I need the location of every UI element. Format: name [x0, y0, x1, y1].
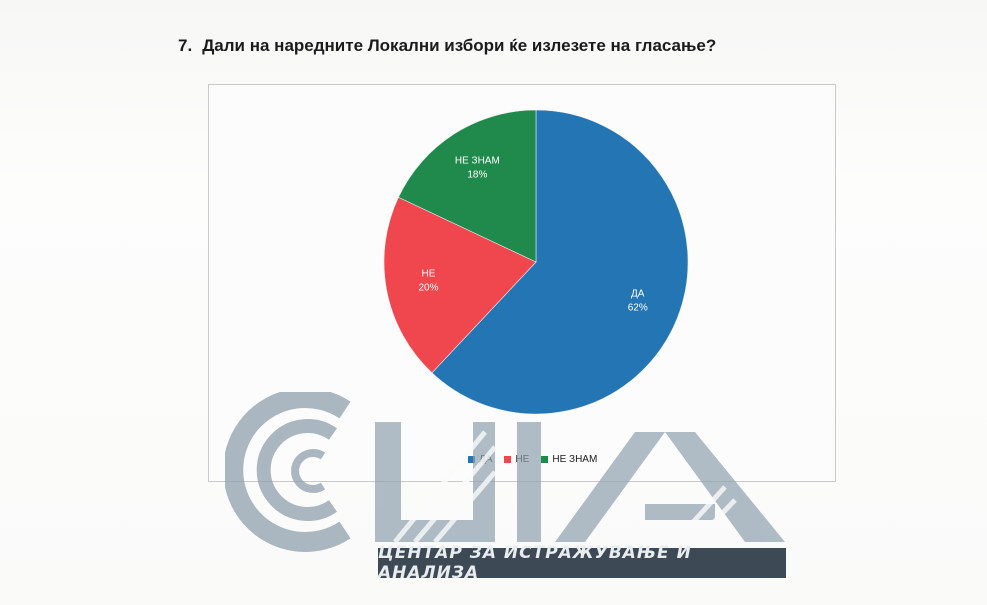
question-number: 7. [178, 36, 193, 55]
logo-tagline-band: ЦЕНТАР ЗА ИСТРАЖУВАЊЕ И АНАЛИЗА [378, 543, 786, 583]
slice-category-label-ne-znam: НЕ ЗНАМ [455, 156, 500, 167]
slice-category-label-da: ДА [631, 288, 645, 299]
slice-category-label-ne: НЕ [422, 269, 436, 280]
question-text: Дали на наредните Локални избори ќе изле… [202, 36, 717, 55]
legend-swatch-da [468, 456, 475, 463]
pie-slices [383, 109, 689, 415]
pie-slice-da [431, 109, 689, 415]
pie-slice-ne-znam [398, 109, 537, 263]
legend-swatch-ne-znam [541, 456, 549, 463]
question-heading: 7. Дали на наредните Локални избори ќе из… [178, 36, 716, 56]
legend-swatch-ne [504, 456, 512, 463]
logo-tagline: ЦЕНТАР ЗА ИСТРАЖУВАЊЕ И АНАЛИЗА [378, 543, 692, 583]
slice-value-label-ne-znam: 18% [467, 170, 487, 181]
legend-label-ne-znam: НЕ ЗНАМ [552, 454, 598, 465]
pie-labels: ДА 62% НЕ 20% НЕ ЗНАМ 18% [418, 156, 647, 314]
slice-value-label-ne: 20% [418, 283, 438, 294]
legend-item-ne-znam: НЕ ЗНАМ [541, 454, 597, 465]
scia-logo-watermark [225, 392, 785, 552]
slice-value-label-da: 62% [628, 302, 648, 313]
pie-slice-ne [383, 196, 537, 374]
